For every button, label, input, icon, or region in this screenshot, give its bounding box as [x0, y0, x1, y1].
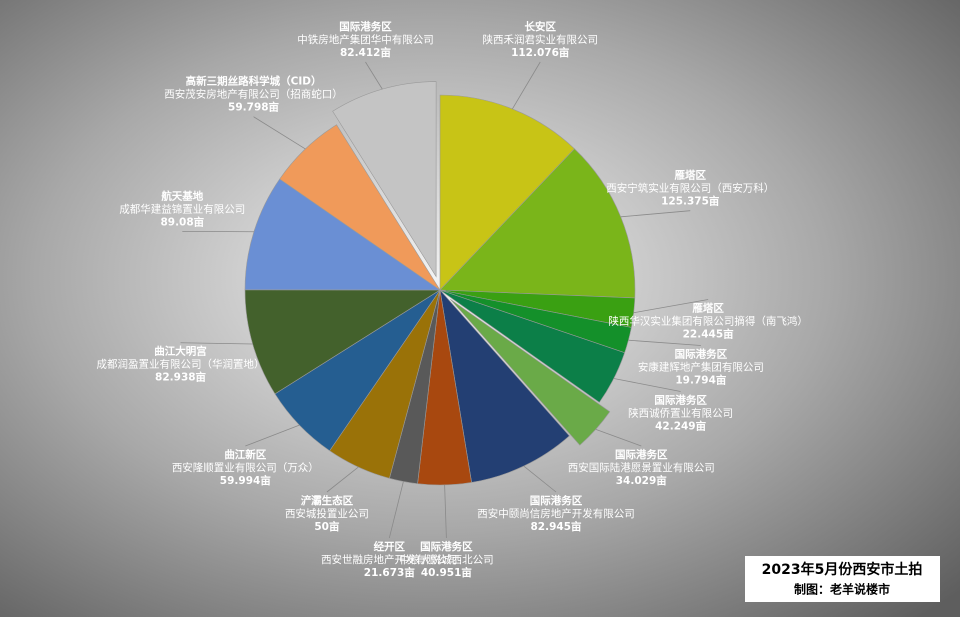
leader-line: [613, 378, 681, 392]
slice-company: 西安中颐尚信房地产开发有限公司: [477, 507, 635, 520]
slice-value-label: 59.798亩: [228, 101, 280, 114]
pie-slice: [279, 124, 441, 291]
leader-line: [628, 339, 701, 346]
slice-value-label: 42.249亩: [655, 420, 707, 433]
stamp-credit: 制图：老羊说楼市: [794, 582, 890, 597]
slice-value-label: 40.951亩: [421, 566, 473, 579]
slice-value-label: 21.673亩: [364, 566, 416, 579]
slice-company: 陕西诚侨置业有限公司: [628, 407, 733, 420]
slice-district: 曲江新区: [224, 448, 266, 461]
slice-value-label: 22.445亩: [683, 328, 735, 341]
slice-district: 经开区: [374, 540, 406, 553]
slice-district: 国际港务区: [615, 448, 668, 461]
slice-company: 中铁房地产集团华中有限公司: [297, 33, 434, 46]
leader-line: [620, 210, 691, 218]
slice-district: 航天基地: [161, 189, 203, 202]
labels: 长安区陕西禾润君实业有限公司112.076亩雁塔区西安宁筑实业有限公司（西安万科…: [97, 20, 808, 579]
slice-district: 国际港务区: [530, 494, 583, 507]
slice-district: 国际港务区: [675, 348, 728, 361]
slice-company: 西安世融房地产开发有限公司: [321, 553, 458, 566]
slice-district: 曲江大明宫: [154, 345, 207, 358]
leader-line: [512, 61, 541, 110]
slice-value-label: 34.029亩: [616, 474, 668, 487]
slice-district: 长安区: [524, 20, 556, 33]
slice-value-label: 59.994亩: [220, 474, 272, 487]
slice-company: 西安城投置业公司: [285, 507, 369, 520]
slice-district: 浐灞生态区: [301, 494, 354, 507]
slice-district: 国际港务区: [420, 540, 473, 553]
slice-company: 陕西华汉实业集团有限公司摘得（南飞鸿）: [608, 315, 808, 328]
slice-value-label: 19.794亩: [675, 374, 727, 387]
leader-line: [388, 481, 404, 539]
slice-district: 国际港务区: [339, 20, 392, 33]
slice-company: 中粮大悦城西北公司: [399, 553, 494, 566]
slice-district: 雁塔区: [675, 169, 707, 182]
slice-value-label: 82.938亩: [155, 371, 207, 384]
pie-slice: [439, 289, 570, 483]
pie-slice: [244, 178, 441, 291]
leader-line: [444, 484, 447, 539]
slice-district: 雁塔区: [692, 302, 724, 315]
slice-company: 安康建辉地产集团有限公司: [638, 361, 764, 374]
slice-value-label: 125.375亩: [661, 195, 720, 208]
slice-district: 国际港务区: [654, 394, 707, 407]
leader-line: [253, 116, 306, 150]
slice-company: 西安国际陆港愿景置业有限公司: [568, 461, 715, 474]
leader-line: [365, 61, 383, 90]
leader-line: [245, 424, 300, 447]
slice-company: 陕西禾润君实业有限公司: [482, 33, 598, 46]
slice-company: 成都华建益锦置业有限公司: [119, 202, 245, 215]
slice-value-label: 50亩: [314, 520, 340, 533]
pie-slice: [450, 299, 611, 446]
leader-line: [633, 299, 709, 314]
slice-company: 西安隆顺置业有限公司（万众）: [172, 461, 319, 474]
leader-line: [326, 466, 359, 493]
leader-line: [180, 342, 253, 345]
slice-company: 西安茂安房地产有限公司（招商蛇口）: [164, 88, 343, 101]
slice-value-label: 112.076亩: [511, 46, 570, 59]
slice-district: 高新三期丝路科学城（CID）: [186, 75, 322, 88]
pie: [244, 81, 636, 486]
pie-slice: [439, 289, 626, 403]
leader-line: [523, 465, 557, 493]
slice-value-label: 89.08亩: [160, 215, 204, 228]
pie-slice: [439, 94, 575, 291]
stamp-title: 2023年5月份西安市土拍: [762, 561, 923, 578]
stamp-box: [745, 556, 940, 602]
slice-value-label: 82.945亩: [530, 520, 582, 533]
slice-value-label: 82.412亩: [340, 46, 392, 59]
slice-company: 成都润盈置业有限公司（华润置地）: [97, 358, 265, 371]
pie-slice: [439, 148, 636, 299]
leader-line: [595, 428, 642, 447]
slice-company: 西安宁筑实业有限公司（西安万科）: [606, 182, 774, 195]
